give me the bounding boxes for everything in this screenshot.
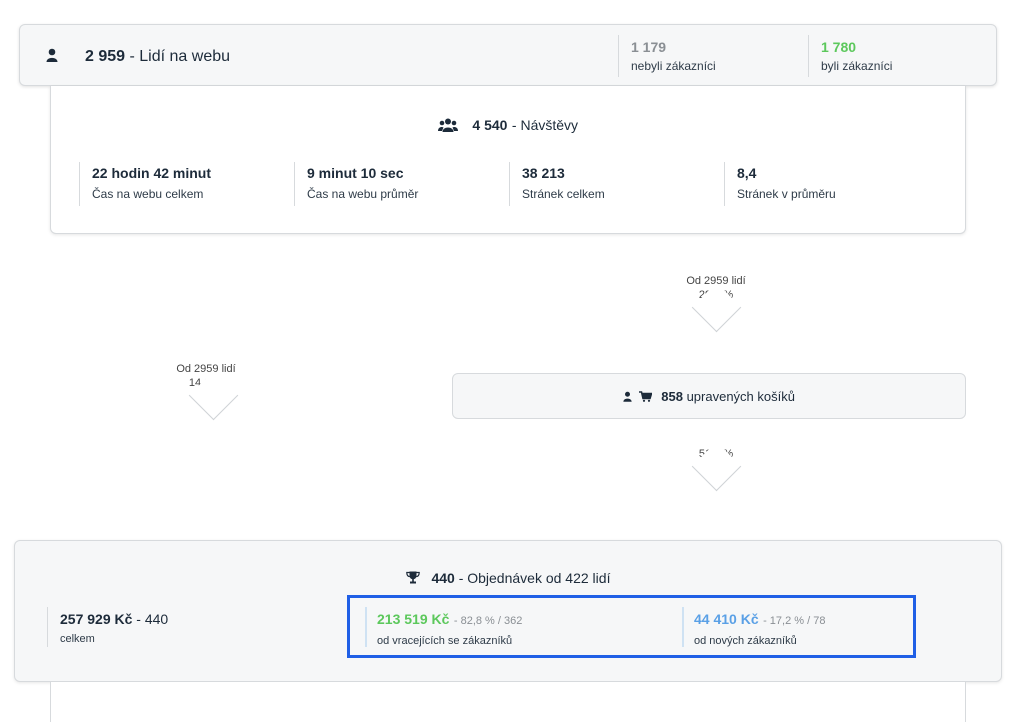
orders-header: 440 - Objednávek od 422 lidí <box>15 570 1001 587</box>
next-card <box>50 682 966 722</box>
trophy-icon <box>405 571 420 587</box>
people-card: 2 959 - Lidí na webu 1 179 nebyli zákazn… <box>19 24 997 86</box>
funnel-note-line: Od 2959 lidí <box>686 275 746 287</box>
visits-header: 4 540 - Návštěvy <box>51 117 965 137</box>
stat-value: 8,4 <box>737 165 757 181</box>
stat-total-pages: 38 213 Stránek celkem <box>522 165 605 201</box>
stat-value: 22 hodin 42 minut <box>92 165 212 181</box>
cart-label: upravených košíků <box>686 389 795 404</box>
visits-label: - Návštěvy <box>511 117 579 133</box>
divider <box>808 35 809 77</box>
not-customers-stat: 1 179 nebyli zákazníci <box>631 39 716 73</box>
orders-count: 440 <box>431 570 455 586</box>
not-customers-label: nebyli zákazníci <box>631 59 716 73</box>
orders-new-value: 44 410 Kč <box>694 611 759 627</box>
funnel-note-line: Od 2959 lidí <box>176 363 236 375</box>
orders-returning-value: 213 519 Kč <box>377 611 450 627</box>
divider <box>724 162 725 206</box>
orders-returning-extra: - 82,8 % / 362 <box>453 615 523 627</box>
divider <box>294 162 295 206</box>
divider <box>79 162 80 206</box>
divider <box>47 607 48 647</box>
customers-stat: 1 780 byli zákazníci <box>821 39 892 73</box>
people-label: - Lidí na webu <box>129 48 231 65</box>
orders-label: - Objednávek od 422 lidí <box>458 570 611 586</box>
stat-value: 38 213 <box>522 165 565 181</box>
orders-new-extra: - 17,2 % / 78 <box>763 615 826 627</box>
stat-avg-pages: 8,4 Stránek v průměru <box>737 165 836 201</box>
not-customers-value: 1 179 <box>631 39 667 55</box>
cart-card: 858 upravených košíků <box>452 373 966 419</box>
customers-value: 1 780 <box>821 39 857 55</box>
divider <box>509 162 510 206</box>
divider <box>618 35 619 77</box>
people-summary: 2 959 - Lidí na webu <box>85 48 230 66</box>
user-icon <box>46 48 58 67</box>
visits-card: 4 540 - Návštěvy 22 hodin 42 minut Čas n… <box>50 86 966 234</box>
stat-label: Stránek celkem <box>522 187 605 201</box>
revenue-highlight-box <box>347 595 916 658</box>
stat-label: Stránek v průměru <box>737 187 836 201</box>
divider <box>365 607 367 647</box>
visits-count: 4 540 <box>472 117 508 133</box>
stat-total-time: 22 hodin 42 minut Čas na webu celkem <box>92 165 211 201</box>
orders-total-extra: - 440 <box>136 611 169 627</box>
user-icon <box>623 390 632 405</box>
orders-new-label: od nových zákazníků <box>694 635 797 647</box>
stat-value: 9 minut 10 sec <box>307 165 404 181</box>
orders-total-stat: 257 929 Kč - 440 celkem <box>60 611 168 645</box>
stat-label: Čas na webu celkem <box>92 187 204 201</box>
stat-avg-time: 9 minut 10 sec Čas na webu průměr <box>307 165 418 201</box>
orders-returning-label: od vracejících se zákazníků <box>377 635 513 647</box>
orders-returning-stat: 213 519 Kč - 82,8 % / 362 od vracejících… <box>377 611 522 647</box>
orders-total-label: celkem <box>60 633 95 645</box>
customers-label: byli zákazníci <box>821 59 893 73</box>
users-icon <box>437 118 458 137</box>
cart-icon <box>638 390 653 405</box>
orders-total-value: 257 929 Kč <box>60 611 133 627</box>
people-count: 2 959 <box>85 48 126 65</box>
cart-count: 858 <box>661 389 683 404</box>
stat-label: Čas na webu průměr <box>307 187 419 201</box>
divider <box>682 607 684 647</box>
orders-new-stat: 44 410 Kč - 17,2 % / 78 od nových zákazn… <box>694 611 825 647</box>
cart-summary: 858 upravených košíků <box>453 389 965 405</box>
orders-card: 440 - Objednávek od 422 lidí 257 929 Kč … <box>14 540 1002 682</box>
